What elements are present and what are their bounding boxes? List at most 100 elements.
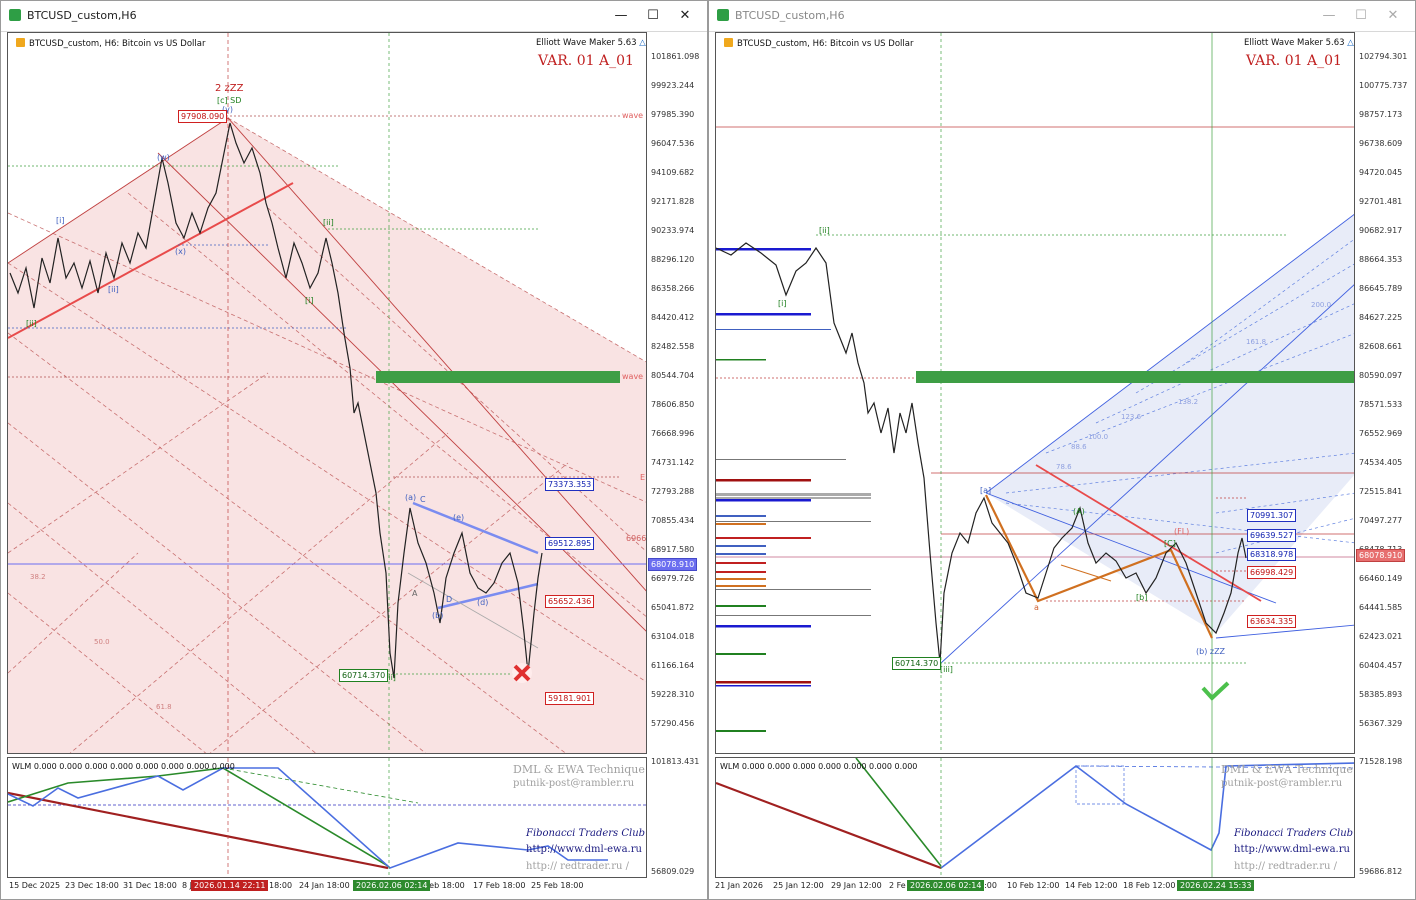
- title-bar[interactable]: BTCUSD_custom,H6 — ☐ ✕: [709, 1, 1415, 32]
- credit-email: putnik-post@rambler.ru: [513, 778, 635, 789]
- fib-1236: 123.6: [1121, 413, 1142, 421]
- price-tick: 68917.580: [651, 545, 695, 554]
- credit-url1[interactable]: http://www.dml-ewa.ru: [526, 844, 642, 855]
- chart-window-right[interactable]: BTCUSD_custom,H6 — ☐ ✕: [708, 0, 1416, 900]
- minimize-button[interactable]: —: [614, 8, 628, 23]
- wave-label-cd: [c] SD: [217, 96, 242, 105]
- maximize-button[interactable]: ☐: [647, 8, 659, 23]
- price-tick: 99923.244: [651, 81, 695, 90]
- price-tick: 80590.097: [1359, 371, 1403, 380]
- title-bar[interactable]: BTCUSD_custom,H6 — ☐ ✕: [1, 1, 707, 32]
- variant-label: VAR. 01 A_01: [1246, 53, 1342, 69]
- credit-club: Fibonacci Traders Club: [526, 828, 646, 839]
- price-tick: 64441.585: [1359, 603, 1403, 612]
- price-axis[interactable]: 101861.098 99923.244 97985.390 96047.536 941…: [647, 32, 707, 754]
- price-tick: 72515.841: [1359, 487, 1403, 496]
- price-tick: 100775.737: [1359, 81, 1408, 90]
- wave-label-i-blue: [i]: [56, 216, 65, 225]
- close-button[interactable]: ✕: [679, 8, 691, 23]
- label-low: 60714.370: [892, 657, 942, 670]
- label-level-d: 59181.901: [545, 692, 595, 705]
- price-tick: 72793.288: [651, 487, 695, 496]
- invalidated-mark: [512, 663, 532, 683]
- wave-label-i-green: [i]: [305, 296, 314, 305]
- price-tick: 94109.682: [651, 168, 695, 177]
- wave-label-small-c: C: [420, 495, 426, 504]
- price-tick: 102794.301: [1359, 52, 1408, 61]
- price-tick: 66460.149: [1359, 574, 1403, 583]
- price-tick: 90233.974: [651, 226, 695, 235]
- time-tick: 15 Dec 2025: [9, 881, 61, 890]
- time-tick: 18 Feb 12:00: [1123, 881, 1176, 890]
- price-tick: 76668.996: [651, 429, 695, 438]
- wlm-drawing: [716, 758, 1354, 877]
- price-tick: 90682.917: [1359, 226, 1403, 235]
- wave-label-w: (w): [157, 153, 170, 162]
- fib-500: 50.0: [94, 638, 110, 646]
- price-tick: 66979.726: [651, 574, 695, 583]
- credit-url2[interactable]: http:// redtrader.ru /: [526, 861, 629, 872]
- chart-window-left[interactable]: BTCUSD_custom,H6 — ☐ ✕: [0, 0, 708, 900]
- time-tick: 21 Jan 2026: [715, 881, 763, 890]
- credit-url2[interactable]: http:// redtrader.ru /: [1234, 861, 1337, 872]
- wlm-label: WLM 0.000 0.000 0.000 0.000 0.000 0.000 …: [720, 762, 918, 771]
- label-level-c: 65652.436: [545, 595, 595, 608]
- current-price-tag: 68078.910: [1356, 549, 1406, 562]
- wave-label-d: (d): [477, 598, 489, 607]
- maximize-button[interactable]: ☐: [1355, 8, 1367, 23]
- wave-label-b: [b]: [1136, 593, 1148, 602]
- chart-icon: [9, 9, 21, 21]
- wlm-subwindow[interactable]: WLM 0.000 0.000 0.000 0.000 0.000 0.000 …: [7, 757, 647, 878]
- time-tick: 25 Feb 18:00: [531, 881, 584, 890]
- indicator-name: Elliott Wave Maker 5.63 △: [536, 38, 646, 48]
- price-tick: 70497.277: [1359, 516, 1403, 525]
- fib-886: 88.6: [1071, 443, 1087, 451]
- credit-email: putnik-post@rambler.ru: [1221, 778, 1343, 789]
- main-chart-panel[interactable]: BTCUSD_custom, H6: Bitcoin vs US Dollar …: [7, 32, 647, 754]
- window-title: BTCUSD_custom,H6: [27, 9, 137, 22]
- time-tick: 2:00: [979, 881, 997, 890]
- price-tick: 74731.142: [651, 458, 695, 467]
- label-low: 60714.370: [339, 669, 389, 682]
- wave-label-x: (x): [175, 247, 186, 256]
- price-tick: 78606.850: [651, 400, 695, 409]
- close-button[interactable]: ✕: [1387, 8, 1399, 23]
- wave-label-small-a: A: [412, 589, 418, 598]
- price-tick: 88664.353: [1359, 255, 1403, 264]
- wave-label-e: (e): [453, 513, 465, 522]
- fib-1618: 161.8: [1246, 338, 1267, 346]
- window-title: BTCUSD_custom,H6: [735, 9, 845, 22]
- wave-label-fl: (FL): [1174, 527, 1190, 536]
- wave-text-e: E: [640, 473, 646, 482]
- time-tick: Feb 18:00: [425, 881, 465, 890]
- price-tick: 92171.828: [651, 197, 695, 206]
- time-tick: 23 Dec 18:00: [65, 881, 119, 890]
- time-tick: 24 Jan 18:00: [299, 881, 350, 890]
- time-tick: 31 Dec 18:00: [123, 881, 177, 890]
- lock-icon: [724, 38, 733, 47]
- main-chart-panel[interactable]: BTCUSD_custom, H6: Bitcoin vs US Dollar …: [715, 32, 1355, 754]
- time-axis[interactable]: 15 Dec 2025 23 Dec 18:00 31 Dec 18:00 8 …: [7, 879, 647, 895]
- price-tick: 56367.329: [1359, 719, 1403, 728]
- wlm-subwindow[interactable]: WLM 0.000 0.000 0.000 0.000 0.000 0.000 …: [715, 757, 1355, 878]
- fib-618: 61.8: [156, 703, 172, 711]
- credit-dml: DML & EWA Technique: [513, 763, 645, 776]
- price-tick: 62423.021: [1359, 632, 1403, 641]
- time-tick: 8 J: [182, 881, 192, 890]
- sub-axis: 71528.198 59686.812: [1355, 757, 1415, 878]
- wave-text-2: wave: [622, 372, 644, 381]
- minimize-button[interactable]: —: [1322, 8, 1336, 23]
- wave-label-a2: (A): [1073, 507, 1085, 516]
- price-tick: 74534.405: [1359, 458, 1403, 467]
- sub-axis-low: 59686.812: [1359, 867, 1403, 876]
- price-tick: 86358.266: [651, 284, 695, 293]
- wave-label-y: (y): [222, 105, 233, 114]
- price-axis[interactable]: 102794.301 100775.737 98757.173 96738.609 94…: [1355, 32, 1415, 754]
- wave-label-ii-green-2: [ii]: [323, 218, 334, 227]
- sub-axis-low: 56809.029: [651, 867, 695, 876]
- time-axis[interactable]: 21 Jan 2026 25 Jan 12:00 29 Jan 12:00 2 …: [715, 879, 1355, 895]
- label-l2: 69639.527: [1247, 529, 1297, 542]
- credit-url1[interactable]: http://www.dml-ewa.ru: [1234, 844, 1350, 855]
- sub-axis-high: 101813.431: [651, 757, 700, 766]
- wave-label-ii: [ii]: [819, 226, 830, 235]
